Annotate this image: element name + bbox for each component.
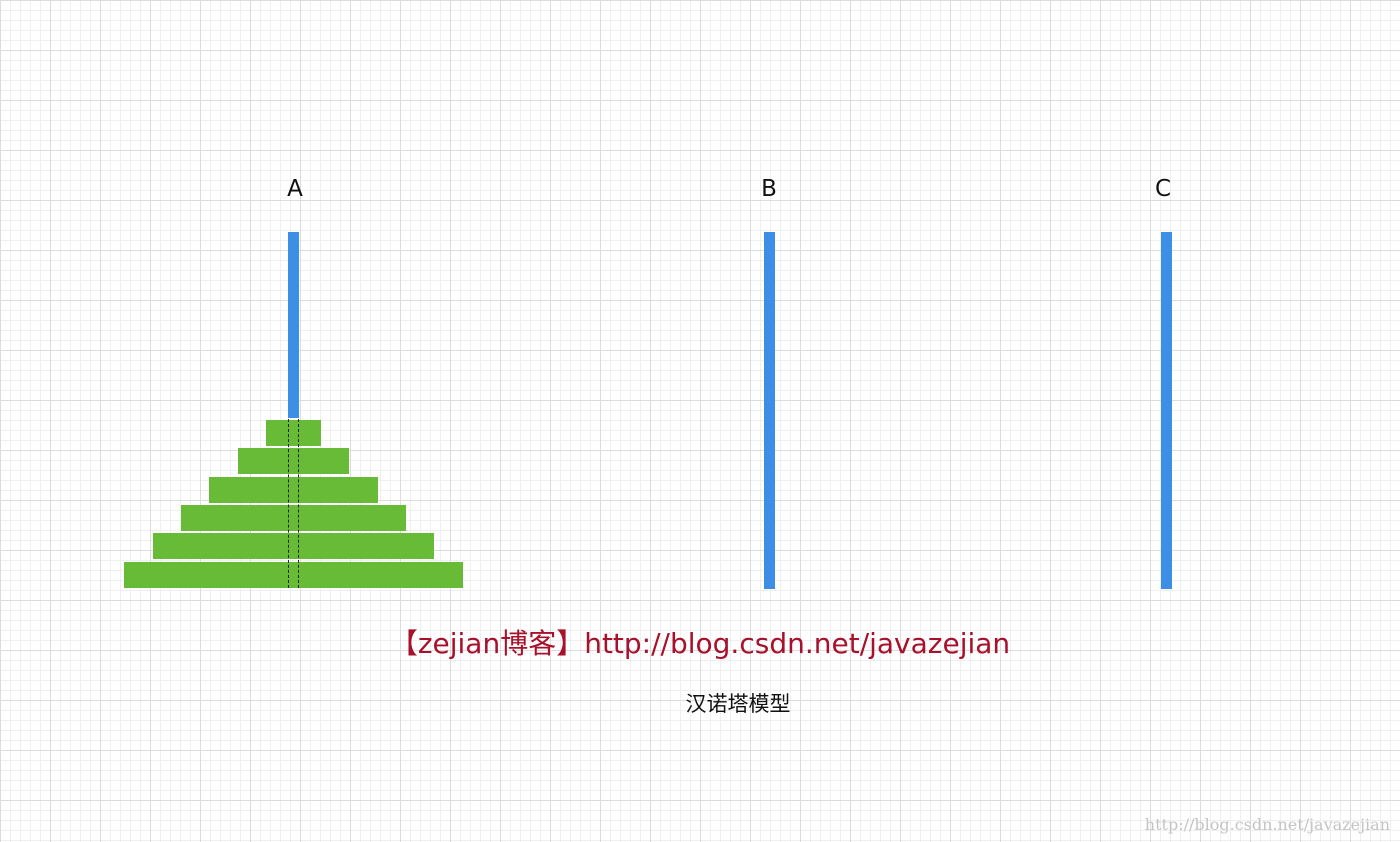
peg-label-b: B xyxy=(761,176,777,202)
corner-watermark: http://blog.csdn.net/javazejian xyxy=(1144,815,1390,834)
disk-5 xyxy=(153,533,434,559)
disk-3 xyxy=(209,477,378,503)
diagram-caption: 汉诺塔模型 xyxy=(685,692,791,716)
disk-4 xyxy=(181,505,406,531)
peg-label-a: A xyxy=(287,176,303,202)
rod-c xyxy=(1161,232,1172,589)
rod-a xyxy=(288,232,299,418)
rod-a-guide-left xyxy=(288,419,289,588)
disk-1 xyxy=(266,420,321,446)
rod-a-guide-right xyxy=(298,419,299,588)
rod-b xyxy=(764,232,775,589)
blog-watermark: 【zejian博客】http://blog.csdn.net/javazejia… xyxy=(389,627,1011,660)
peg-label-c: C xyxy=(1154,176,1172,202)
disk-2 xyxy=(238,448,349,474)
disk-6 xyxy=(124,562,463,588)
